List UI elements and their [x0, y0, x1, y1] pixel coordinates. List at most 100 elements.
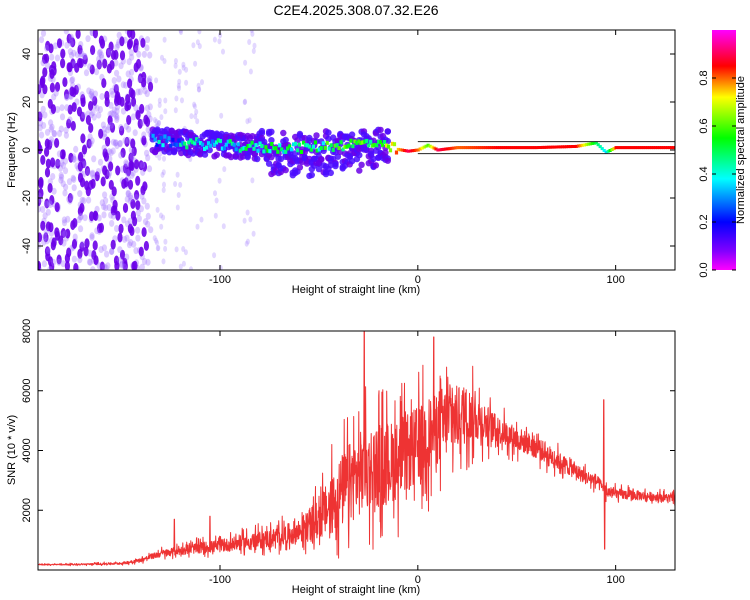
spectrogram-noise-cell [101, 211, 107, 219]
spectrogram-noise-cell [67, 116, 73, 124]
spectrogram-ridge-cell [284, 149, 288, 154]
spectrogram-noise-cell [51, 187, 57, 195]
spectrogram-noise-cell [97, 48, 103, 56]
spectrogram-noise-cell [144, 117, 151, 127]
spectrogram-noise-cell [81, 144, 88, 155]
spectrogram-ridge-cell [371, 143, 375, 148]
spectrogram-ridge-cell [266, 148, 270, 153]
spectrogram-ridge-cell [620, 146, 624, 150]
spectrogram-ridge-cell [448, 147, 452, 151]
spectrogram-noise-cell [144, 149, 150, 157]
spectrogram-noise-cell [97, 106, 103, 113]
spectrogram-noise-cell [48, 125, 54, 133]
spectrogram-ridge-cell [483, 146, 488, 150]
spectrogram-ridge-cell [466, 146, 470, 150]
spectrogram-noise-cell [104, 250, 110, 258]
spectrogram-ridge-cell [485, 146, 490, 150]
spectrogram-ridge-cell [654, 146, 658, 150]
spectrogram-noise-cell [129, 53, 135, 61]
spectrogram-noise-cell [51, 237, 57, 248]
spectrogram-noise-cell [213, 190, 217, 197]
spectrogram-cloud-cell [370, 155, 377, 163]
spectrogram-noise-cell [47, 266, 53, 270]
spectrogram-ridge-cell [388, 148, 393, 153]
spectrogram-noise-cell [199, 216, 204, 223]
colorbar-tick-label: 0.0 [698, 262, 710, 277]
spectrogram-noise-cell [69, 86, 75, 97]
spectrogram-ridge-cell [580, 143, 584, 147]
spectrogram-noise-cell [64, 89, 70, 100]
spectrogram-noise-cell [141, 77, 147, 88]
spectrogram-noise-cell [119, 249, 126, 260]
spectrogram-ridge-cell [254, 143, 258, 148]
spectrogram-ridge-cell [240, 147, 244, 151]
spectrogram-ridge-cell [487, 146, 491, 150]
spectrogram-cloud-cell [265, 160, 273, 167]
spectrogram-noise-cell [96, 49, 103, 57]
spectrogram-noise-cell [125, 189, 131, 197]
spectrogram-ridge-cell [268, 149, 272, 154]
spectrogram-ridge-cell [363, 139, 367, 144]
spectrogram-ridge-cell [377, 139, 381, 144]
spectrogram-noise-cell [48, 222, 54, 233]
spectrogram-ridge-cell [442, 147, 446, 151]
spectrogram-noise-cell [148, 226, 154, 234]
spectrogram-ridge-cell [315, 148, 319, 153]
spectrogram-noise-cell [138, 246, 144, 257]
spectrogram-noise-cell [137, 88, 143, 96]
spectrogram-noise-cell [162, 36, 167, 43]
spectrogram-noise-cell [101, 78, 107, 89]
spectrogram-panel: -100 0 100 -40 -20 0 20 40 Height of straight l… [6, 29, 676, 296]
spectrogram-noise-cell [130, 169, 136, 177]
spectrogram-noise-cell [174, 95, 179, 102]
spectrogram-noise-cell [125, 190, 131, 198]
spectrogram-noise-cell [93, 211, 99, 221]
spectrogram-noise-cell [103, 151, 109, 162]
spectrogram-ridge-cell [337, 146, 341, 151]
spectrogram-noise-cell [141, 50, 147, 58]
spectrogram-noise-cell [139, 161, 145, 169]
spectrogram-noise-cell [75, 30, 81, 39]
spectrogram-ridge-cell [185, 145, 189, 150]
spectrogram-cloud-cell [322, 170, 330, 178]
spectrogram-ridge-cell [402, 149, 406, 152]
snr-ticks: -100 0 100 2000 4000 6000 8000 [21, 319, 675, 586]
spectrogram-ridge-cell [404, 149, 408, 153]
spectrogram-cloud-cell [313, 132, 320, 139]
spectrogram-noise-cell [73, 145, 79, 153]
spectrogram-noise-cell [121, 216, 127, 224]
spectrogram-noise-cell [90, 266, 96, 270]
spectrogram-noise-cell [70, 37, 76, 48]
spectrogram-ridge-cell [256, 148, 260, 153]
spectrogram-noise-cell [134, 159, 140, 170]
spectrogram-ridge-cell [555, 145, 559, 149]
spectrogram-noise-cell [41, 260, 48, 268]
spectrogram-ridge-cell [616, 146, 620, 150]
spectrogram-noise-cell [114, 113, 120, 121]
spectrogram-noise-cell [82, 214, 88, 222]
spectrogram-noise-cell [110, 138, 117, 146]
spectrogram-cloud-cell [372, 162, 380, 169]
spectrogram-noise-cell [88, 140, 94, 148]
spectrogram-ridge-cell [286, 146, 290, 151]
spectrogram-noise-cell [181, 246, 186, 252]
spectrogram-ridge-cell [151, 133, 155, 138]
spectrogram-ridge-cell [567, 145, 571, 149]
spectrogram-noise-cell [193, 60, 198, 67]
spectrogram-ridge-cell [456, 146, 460, 150]
spectrogram-noise-cell [130, 199, 136, 209]
spectrogram-ridge-cell [301, 140, 306, 145]
spectrogram-ridge-cell [440, 148, 444, 151]
spectrogram-ridge-cell [246, 144, 250, 148]
spectrogram-noise-cell [58, 159, 65, 167]
spectrogram-noise-cell [132, 216, 138, 227]
spectrogram-ridge-cell [497, 146, 501, 150]
spectrogram-noise-cell [176, 82, 181, 89]
spectrogram-noise-cell [113, 255, 120, 266]
spectrogram-noise-cell [70, 174, 76, 182]
spectrogram-noise-cell [96, 55, 102, 63]
spectrogram-ridge-cell [299, 150, 304, 154]
spectrogram-noise-cell [189, 266, 193, 270]
spectrogram-ridge-cell [525, 146, 529, 150]
spectrogram-noise-cell [66, 118, 72, 129]
